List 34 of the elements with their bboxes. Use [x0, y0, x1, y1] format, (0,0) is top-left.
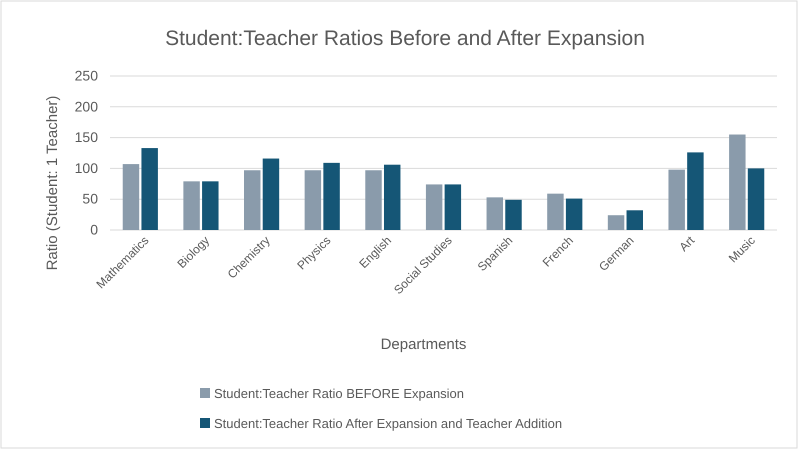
chart-title: Student:Teacher Ratios Before and After Expansion	[165, 27, 645, 50]
x-tick-label: Art	[676, 232, 698, 254]
y-tick-label: 200	[74, 98, 98, 114]
bar	[365, 170, 382, 230]
bar	[323, 162, 340, 230]
y-tick-label: 50	[82, 190, 98, 207]
y-axis-title: Ratio (Student: 1 Teacher)	[44, 96, 61, 270]
bar	[668, 170, 685, 230]
y-tick-label: 250	[74, 67, 98, 84]
bar	[122, 164, 140, 230]
bar	[444, 184, 462, 230]
bar	[426, 184, 442, 230]
bar	[141, 148, 158, 230]
y-tick-label: 0	[90, 221, 98, 238]
bar	[687, 152, 704, 230]
bar	[748, 168, 764, 230]
y-tick-label: 100	[74, 160, 98, 176]
bar	[547, 194, 564, 230]
bar	[244, 170, 260, 230]
bar	[304, 170, 322, 230]
bar	[262, 158, 280, 230]
x-axis-title: Departments	[380, 336, 466, 353]
bar	[202, 181, 219, 230]
legend-label: Student:Teacher Ratio BEFORE Expansion	[214, 386, 464, 401]
bar	[729, 134, 746, 230]
bar	[486, 197, 504, 230]
bar	[566, 198, 582, 230]
bar	[384, 164, 400, 230]
bar	[626, 210, 643, 230]
bar	[505, 200, 522, 230]
bar	[608, 215, 624, 230]
y-tick-label: 150	[74, 129, 98, 146]
legend-label: Student:Teacher Ratio After Expansion and Teacher Addition	[214, 416, 562, 431]
bar	[183, 181, 200, 230]
